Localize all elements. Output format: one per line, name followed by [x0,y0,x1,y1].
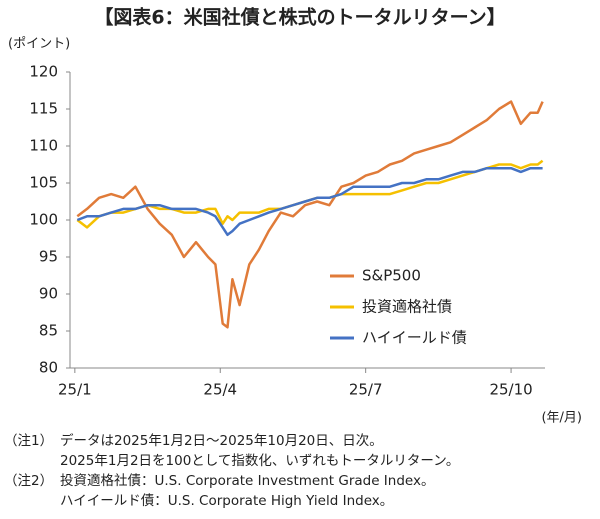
y-tick-label: 120 [29,63,58,81]
y-tick-label: 95 [39,248,58,266]
note-text: データは2025年1月2日～2025年10月20日、日次。 [60,432,383,449]
legend-label: ハイイールド債 [362,329,467,347]
legend-label: 投資適格社債 [362,298,452,316]
note-text: 2025年1月2日を100として指数化、いずれもトータルリターン。 [60,453,459,469]
legend-label: S&P500 [362,267,421,285]
note-text: ハイイールド債：U.S. Corporate High Yield Index。 [60,493,393,509]
x-tick-label: 25/7 [349,381,383,399]
y-axis-label: (ポイント) [8,37,70,52]
series-line [76,100,544,329]
note-label: （注1） [4,433,53,449]
x-tick-label: 25/4 [203,381,237,399]
x-tick-label: 25/1 [58,381,92,399]
note-text: 投資適格社債：U.S. Corporate Investment Grade I… [60,472,434,489]
y-tick-label: 110 [29,137,58,155]
y-tick-label: 80 [39,359,58,377]
y-tick-label: 100 [29,211,58,229]
x-tick-label: 25/10 [489,381,532,399]
series-line [76,166,543,237]
y-tick-label: 105 [29,174,58,192]
x-axis-label: (年/月) [541,411,582,426]
note-label: （注2） [4,473,53,489]
chart-title: 【図表6：米国社債と株式のトータルリターン】 [94,6,505,29]
y-tick-label: 115 [29,100,58,118]
y-tick-label: 90 [39,285,58,303]
y-tick-label: 85 [39,322,58,340]
